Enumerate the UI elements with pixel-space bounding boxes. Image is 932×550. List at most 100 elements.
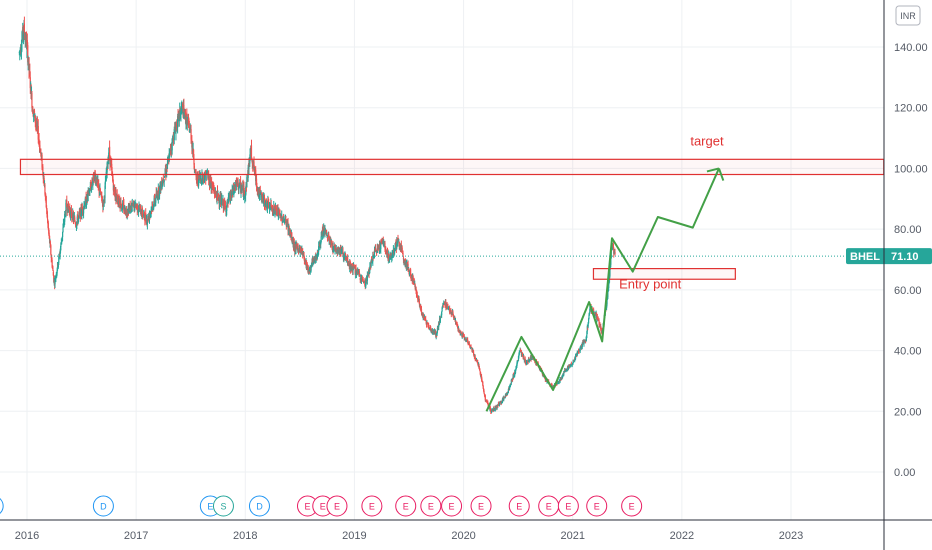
candle-body xyxy=(375,248,377,251)
event-badge-d[interactable]: D xyxy=(0,496,4,516)
candle-body xyxy=(596,316,598,321)
entry-zone[interactable] xyxy=(592,268,736,280)
candle-body xyxy=(84,198,86,207)
candle-body xyxy=(474,356,476,359)
event-badge-label: E xyxy=(546,502,552,512)
candle-body xyxy=(483,393,486,396)
candle-body xyxy=(243,190,245,196)
candle-body xyxy=(82,208,85,214)
candle-body xyxy=(364,280,366,286)
candle-body xyxy=(221,198,223,206)
annotation-label[interactable]: target xyxy=(690,134,724,149)
event-badge-e[interactable]: E xyxy=(586,495,608,517)
candle-body xyxy=(155,194,157,203)
candle-body xyxy=(496,406,498,409)
event-badge-e[interactable]: E xyxy=(470,495,492,517)
candle-body xyxy=(606,297,608,305)
candle-body xyxy=(164,176,166,178)
candle-body xyxy=(495,406,497,409)
event-badge-e[interactable]: E xyxy=(621,495,643,517)
candle-body xyxy=(180,109,182,115)
candle-body xyxy=(153,204,155,209)
event-badge-s[interactable]: S xyxy=(212,495,234,517)
candle-body xyxy=(569,365,572,366)
event-badge-label: E xyxy=(207,502,213,512)
projection-path xyxy=(485,167,725,412)
candle-body xyxy=(114,189,116,196)
x-tick-label: 2020 xyxy=(451,530,475,542)
event-badge-label: E xyxy=(629,502,635,512)
event-badge-label: E xyxy=(565,502,571,512)
candle-body xyxy=(253,161,255,169)
candle-body xyxy=(38,139,40,142)
candle-body xyxy=(98,192,101,194)
candle-body xyxy=(507,389,510,393)
candle-body xyxy=(439,317,441,322)
candle-body xyxy=(39,145,41,152)
candle-body xyxy=(375,252,378,254)
time-axis[interactable]: 2016 2017 2018 2019 2020 2021 2022 2023 xyxy=(0,519,932,542)
candle-body xyxy=(104,185,106,198)
candle-body xyxy=(379,245,381,249)
event-badge-e[interactable]: E xyxy=(441,495,463,517)
candle-body xyxy=(445,301,447,307)
event-badge-label: E xyxy=(403,502,409,512)
candle-body xyxy=(522,353,524,357)
candle-body xyxy=(518,352,520,355)
event-badge-label: E xyxy=(334,502,340,512)
candle-body xyxy=(313,256,315,260)
candle-body xyxy=(31,93,33,108)
candle-body xyxy=(297,245,299,249)
candle-body xyxy=(517,360,519,362)
projection-line[interactable] xyxy=(485,168,720,412)
candle-body xyxy=(137,208,139,211)
event-badge-circle xyxy=(557,495,579,517)
event-badge-e[interactable]: E xyxy=(361,495,383,517)
candlestick-series xyxy=(18,16,616,415)
resistance-zone[interactable] xyxy=(19,158,885,176)
candle-body xyxy=(65,202,67,217)
candle-body xyxy=(237,179,239,188)
candle-body xyxy=(44,185,46,195)
candle-body xyxy=(606,305,608,309)
candle-body xyxy=(575,355,577,356)
candle-body xyxy=(317,251,319,253)
candle-body xyxy=(214,193,216,196)
event-badge-d[interactable]: D xyxy=(92,495,114,517)
event-badge-e[interactable]: E xyxy=(557,495,579,517)
candle-body xyxy=(452,311,454,316)
price-axis[interactable]: 0.00 20.00 40.00 60.00 80.00 100.00 120.00 140.… xyxy=(883,0,928,550)
candle-body xyxy=(380,241,382,250)
event-badge-label: E xyxy=(304,502,310,512)
candle-body xyxy=(516,364,518,368)
event-badge-d[interactable]: D xyxy=(248,495,270,517)
currency-button[interactable]: INR xyxy=(895,5,921,26)
symbol-label: BHEL xyxy=(850,251,880,263)
candle-body xyxy=(366,274,368,281)
event-badge-e[interactable]: E xyxy=(538,495,560,517)
y-tick-label: 120.00 xyxy=(894,103,928,115)
event-badge-e[interactable]: E xyxy=(420,495,442,517)
projection-arrow-head xyxy=(706,167,720,173)
candle-body xyxy=(54,277,56,285)
candle-body xyxy=(609,265,611,276)
candle-body xyxy=(169,151,171,155)
event-badge-e[interactable]: E xyxy=(508,495,530,517)
event-badge-circle xyxy=(420,495,442,517)
x-tick-label: 2016 xyxy=(15,530,39,542)
candle-body xyxy=(458,332,460,334)
candle-body xyxy=(151,205,153,211)
candle-body xyxy=(258,190,261,198)
candle-body xyxy=(316,252,319,258)
event-badge-e[interactable]: E xyxy=(395,495,417,517)
event-badge-e[interactable]: E xyxy=(326,495,348,517)
annotation-label[interactable]: Entry point xyxy=(619,276,682,291)
candle-body xyxy=(405,261,407,267)
x-tick-label: 2022 xyxy=(670,530,694,542)
candle-body xyxy=(93,172,95,182)
candle-body xyxy=(514,369,517,373)
candle-body xyxy=(483,391,485,394)
candle-body xyxy=(115,196,117,198)
